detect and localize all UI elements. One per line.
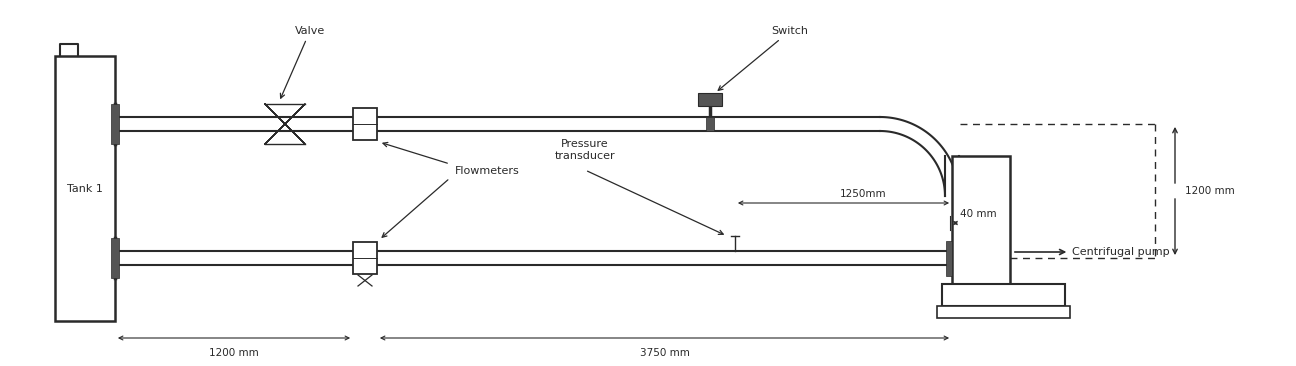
- Bar: [937, 306, 1070, 318]
- Bar: [699, 93, 722, 106]
- Bar: [111, 104, 119, 143]
- Text: 3750 mm: 3750 mm: [639, 348, 689, 358]
- Bar: [706, 117, 714, 131]
- Bar: [953, 156, 1010, 284]
- Text: Pressure
transducer: Pressure transducer: [555, 139, 616, 161]
- Bar: [54, 56, 115, 321]
- Bar: [946, 240, 953, 276]
- Text: Tank 1: Tank 1: [67, 183, 102, 194]
- Bar: [353, 242, 377, 274]
- Bar: [942, 284, 1065, 306]
- Text: 1200 mm: 1200 mm: [209, 348, 259, 358]
- Bar: [111, 238, 119, 277]
- Text: Flowmeters: Flowmeters: [455, 166, 520, 176]
- Bar: [353, 108, 377, 140]
- Text: Switch: Switch: [718, 26, 809, 90]
- Text: Centrifugal pump: Centrifugal pump: [1015, 247, 1169, 257]
- Text: 1200 mm: 1200 mm: [1185, 186, 1235, 196]
- Text: Valve: Valve: [280, 26, 325, 98]
- Text: 1250mm: 1250mm: [840, 189, 886, 199]
- Text: 40 mm: 40 mm: [960, 209, 997, 219]
